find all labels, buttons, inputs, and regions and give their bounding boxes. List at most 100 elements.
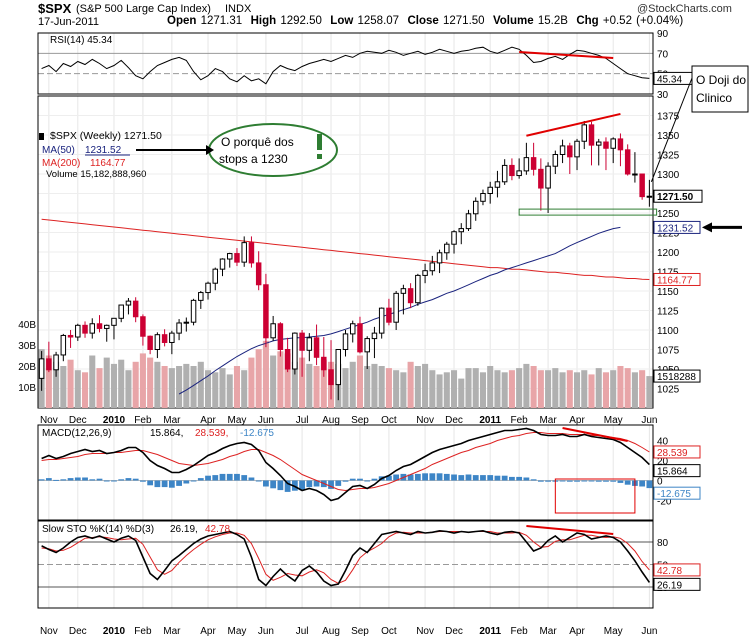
candle-body [559,145,566,155]
ma200-last-value: 1164.77 [657,275,693,286]
macd-hist-bar [176,480,182,486]
candle-body [436,252,443,264]
candle-body [646,195,653,198]
volume-bar [588,374,595,408]
macd-tick-label: 40 [657,437,669,448]
candle-body [357,323,363,353]
macd-hist-bar [624,480,631,485]
volume-bar [103,357,110,408]
macd-hist-last: -12.675 [657,489,691,500]
doji-pointer-line [650,77,693,182]
volume-bar [89,355,96,408]
ma50-last-value: 1231.52 [657,223,694,234]
candle-body [516,170,522,177]
candle-body [118,304,124,319]
candle-body [103,324,110,329]
volume-bar [147,357,154,408]
macd-hist-bar [277,480,284,491]
macd-signal-line [41,432,650,492]
volume-bar [67,359,74,408]
macd-hist-bar [357,478,363,481]
candle-body [154,334,161,350]
candle-body [386,307,392,323]
quote-bar: Open 1271.31 High 1292.50 Low 1258.07 Cl… [167,15,683,27]
macd-legend-label: MACD(12,26,9) [42,428,111,439]
macd-hist-bar [436,473,443,481]
sto-k-last-box [653,577,701,591]
macd-tick-label: 20 [657,457,669,468]
price-tick-label: 1325 [657,151,680,162]
candle-body [306,337,313,351]
macd-hist-bar [451,474,457,481]
volume-bar [385,368,392,408]
macd-hist-bar [205,475,211,481]
x-axis-label-bottom: Dec [69,626,87,637]
candle-body [205,282,211,294]
candle-body [429,262,436,272]
macd-hist-bar [566,480,573,482]
macd-hist-bar [60,479,67,481]
x-axis-label-mid: Nov [416,415,434,426]
macd-hist-bar [458,475,465,481]
ma200-legend-label: MA(200) [42,158,80,169]
macd-hist-bar [38,479,45,481]
volume-tick-label: 20B [18,362,36,373]
volume-bar [168,368,175,408]
x-axis-label-mid: Mar [163,415,181,426]
x-axis-label-bottom: Oct [381,626,397,637]
price-tick-label: 1100 [657,326,679,337]
x-axis-label-bottom: Nov [40,626,58,637]
ma200-legend-value: 1164.77 [90,158,126,169]
candle-body [75,324,81,338]
volume-tick-label: 30B [18,341,36,352]
x-axis-label-bottom: Aug [322,626,340,637]
x-axis-label-mid: Feb [511,415,529,426]
volume-bar [479,372,487,408]
rsi-line [41,46,650,85]
candle-body [328,369,334,386]
price-tick-label: 1350 [657,131,680,142]
volume-bar [472,368,479,408]
macd-hist-bar [212,475,219,481]
candle-body [335,349,342,386]
volume-bar [291,361,298,408]
macd-hist-bar [371,478,378,481]
macd-hist-bar [89,479,96,481]
macd-hist-bar [226,473,233,481]
volume-bar [342,368,349,408]
candle-body [89,323,96,334]
macd-hist-bar [219,473,226,481]
volume-bar [646,376,653,408]
x-axis-label-bottom: Jun [641,626,657,637]
macd-hist-bar [190,480,197,482]
volume-bar [132,361,139,408]
sto-legend-d: 42.78 [205,524,230,535]
volume-bar [60,366,67,408]
x-axis-label-bottom: Jul [296,626,309,637]
macd-hist-bar [386,475,392,481]
macd-hist-bar [603,480,609,482]
candle-body [624,149,631,175]
volume-bar [45,355,52,408]
candle-body [552,154,559,167]
volume-bar [552,368,559,408]
x-axis-label-mid: 2010 [103,415,126,426]
candle-body [67,334,74,338]
macd-hist-bar [509,476,515,481]
candle-body [458,228,465,233]
sto-k-last: 26.19 [657,580,682,591]
volume-bar [349,361,356,408]
x-axis-label-mid: Mar [539,415,557,426]
candle-body [248,242,255,264]
x-axis-label-mid: Oct [381,415,397,426]
macd-hist-bar [487,475,494,481]
x-axis-label-bottom: Nov [416,626,434,637]
macd-legend-signal: 28.539, [195,428,228,439]
macd-hist-bar [53,479,59,481]
candle-body [617,138,624,151]
macd-hist-bar [291,480,298,491]
macd-histogram-box [554,478,636,514]
candle-body [588,124,595,146]
